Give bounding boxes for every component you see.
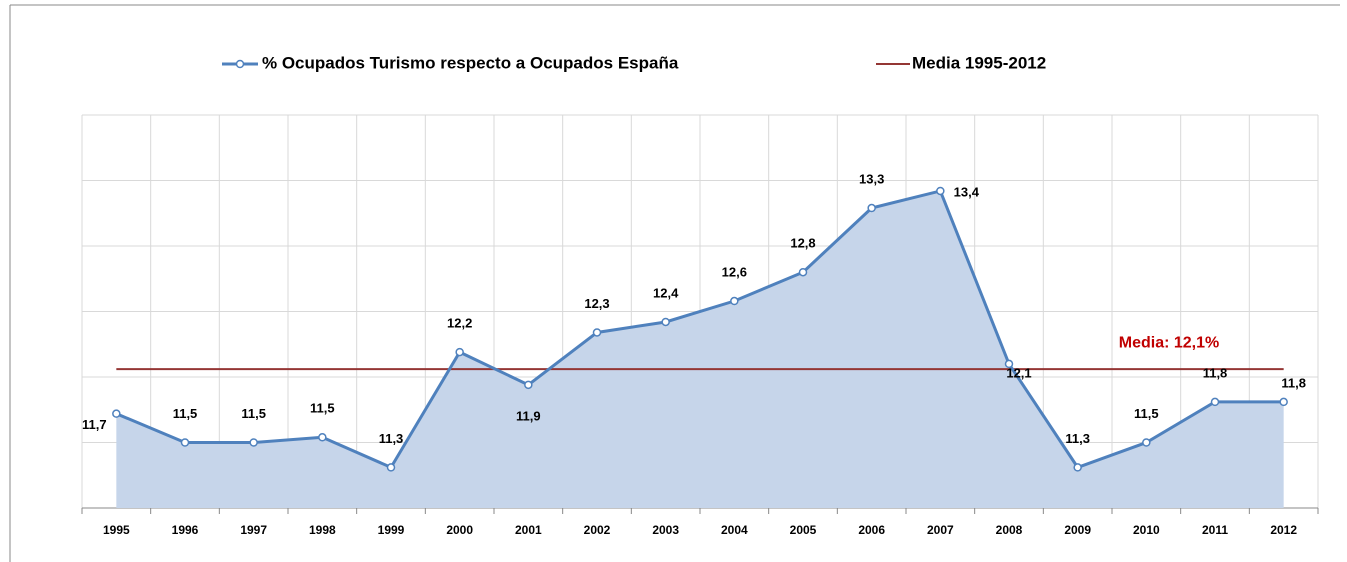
marker xyxy=(1279,397,1288,407)
mean-label: Media: 12,1% xyxy=(1119,334,1219,351)
data-label: 11,5 xyxy=(241,406,266,421)
marker xyxy=(936,186,945,196)
x-tick-label: 2004 xyxy=(721,523,748,537)
x-tick-label: 2003 xyxy=(652,523,679,537)
data-label: 11,3 xyxy=(379,431,404,446)
marker xyxy=(112,409,121,418)
marker xyxy=(867,203,876,213)
data-label: 11,8 xyxy=(1203,365,1228,380)
x-tick-label: 2009 xyxy=(1064,523,1091,537)
marker xyxy=(661,317,670,327)
x-tick-label: 1996 xyxy=(172,523,199,537)
x-tick-label: 1998 xyxy=(309,523,336,537)
x-tick-label: 2002 xyxy=(584,523,611,537)
marker xyxy=(180,438,190,447)
marker xyxy=(592,328,602,337)
data-label: 12,8 xyxy=(790,236,815,251)
marker xyxy=(1210,397,1220,407)
x-tick-label: 2000 xyxy=(446,523,473,537)
x-tick-label: 1999 xyxy=(378,523,405,537)
x-tick-label: 2011 xyxy=(1202,523,1228,537)
marker xyxy=(524,380,533,390)
data-label: 11,7 xyxy=(82,417,107,432)
x-tick-label: 1995 xyxy=(103,523,130,537)
area xyxy=(116,190,1284,509)
data-label: 11,5 xyxy=(173,406,198,421)
marker xyxy=(318,433,327,442)
data-label: 12,3 xyxy=(584,296,609,311)
x-tick-label: 2007 xyxy=(927,523,954,537)
data-label: 11,3 xyxy=(1065,431,1090,446)
data-label: 11,5 xyxy=(1134,406,1159,421)
x-tick-label: 1997 xyxy=(240,523,267,537)
x-tick-label: 2001 xyxy=(515,523,542,537)
data-label: 11,8 xyxy=(1281,375,1306,390)
legend-marker xyxy=(235,59,245,69)
data-label: 11,9 xyxy=(516,408,541,423)
data-label: 13,3 xyxy=(859,171,884,186)
marker xyxy=(1004,359,1014,369)
x-tick-label: 2012 xyxy=(1270,523,1297,537)
marker xyxy=(1073,463,1082,472)
x-tick-label: 2006 xyxy=(858,523,885,537)
legend-label: Media 1995-2012 xyxy=(912,53,1046,72)
marker xyxy=(730,296,739,306)
x-tick-label: 2008 xyxy=(996,523,1023,537)
marker xyxy=(798,267,808,277)
data-label: 13,4 xyxy=(954,184,980,199)
data-label: 12,4 xyxy=(653,285,679,300)
legend-label: % Ocupados Turismo respecto a Ocupados E… xyxy=(262,53,679,72)
line xyxy=(115,189,1284,470)
x-tick-label: 2005 xyxy=(790,523,817,537)
marker xyxy=(386,463,396,472)
marker xyxy=(1142,438,1151,447)
data-label: 12,1 xyxy=(1006,365,1031,380)
data-label: 12,2 xyxy=(447,316,472,331)
data-label: 11,5 xyxy=(310,401,335,416)
x-tick-label: 2010 xyxy=(1133,523,1160,537)
marker xyxy=(455,347,464,357)
marker xyxy=(249,438,258,447)
data-label: 12,6 xyxy=(722,264,747,279)
